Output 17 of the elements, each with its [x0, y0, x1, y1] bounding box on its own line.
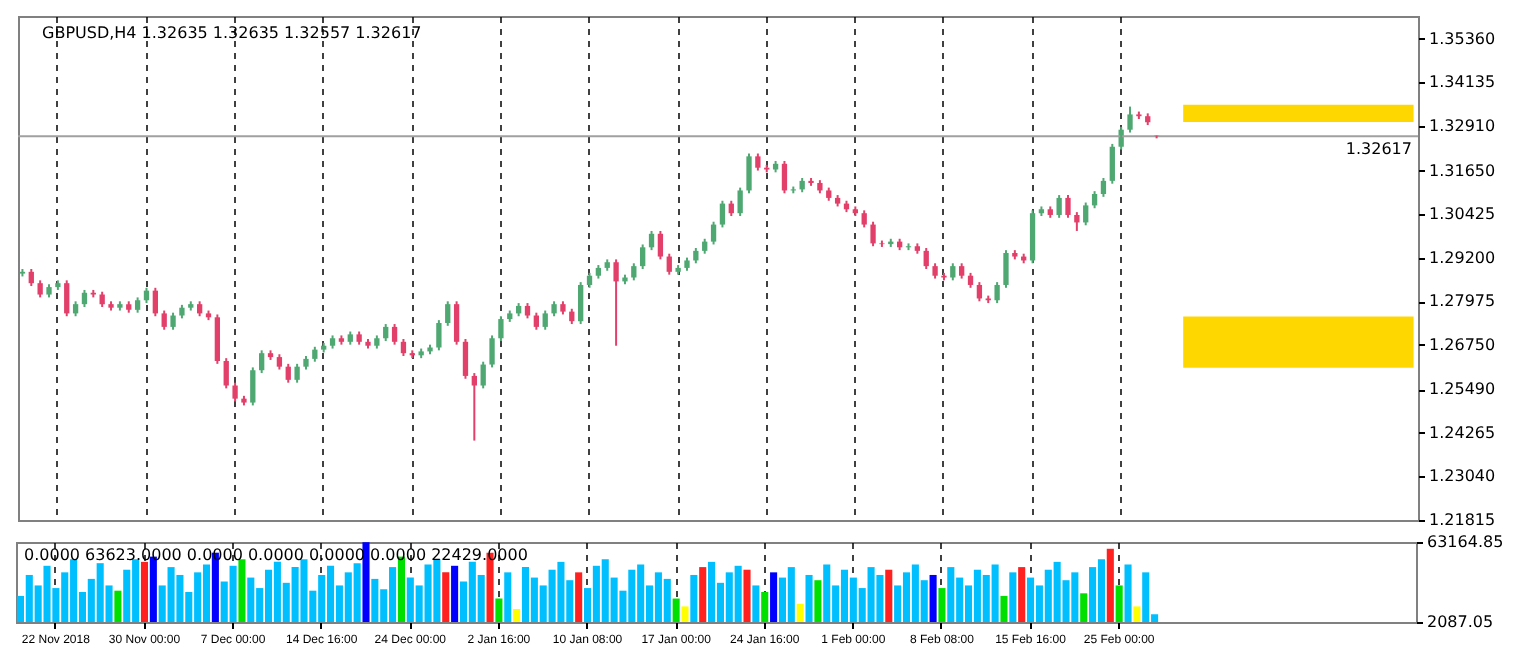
y-tick-label: 1.25490	[1429, 380, 1496, 399]
y-tick-label: 1.31650	[1429, 161, 1496, 180]
y-tick-label: 63164.85	[1427, 533, 1504, 551]
y-tick-label: 1.29200	[1429, 248, 1496, 267]
y-tick-label: 1.24265	[1429, 423, 1496, 442]
text: GBPUSD,H4 1.32635 1.32635 1.32557 1.32617	[42, 24, 422, 42]
y-tick-label: 1.27975	[1429, 292, 1496, 311]
ref-line-label: 1.32617	[1345, 140, 1412, 159]
y-tick-label: 1.35360	[1429, 29, 1496, 48]
y-tick-label: 1.30425	[1429, 205, 1496, 224]
y-tick-label: 2087.05	[1427, 613, 1494, 631]
candlestick	[879, 239, 885, 248]
y-tick-label: 1.32910	[1429, 116, 1496, 135]
y-tick-label: 1.23040	[1429, 467, 1496, 486]
y-tick-label: 1.34135	[1429, 73, 1496, 92]
y-tick-label: 1.26750	[1429, 335, 1496, 354]
y-tick-label: 1.21815	[1429, 511, 1496, 529]
